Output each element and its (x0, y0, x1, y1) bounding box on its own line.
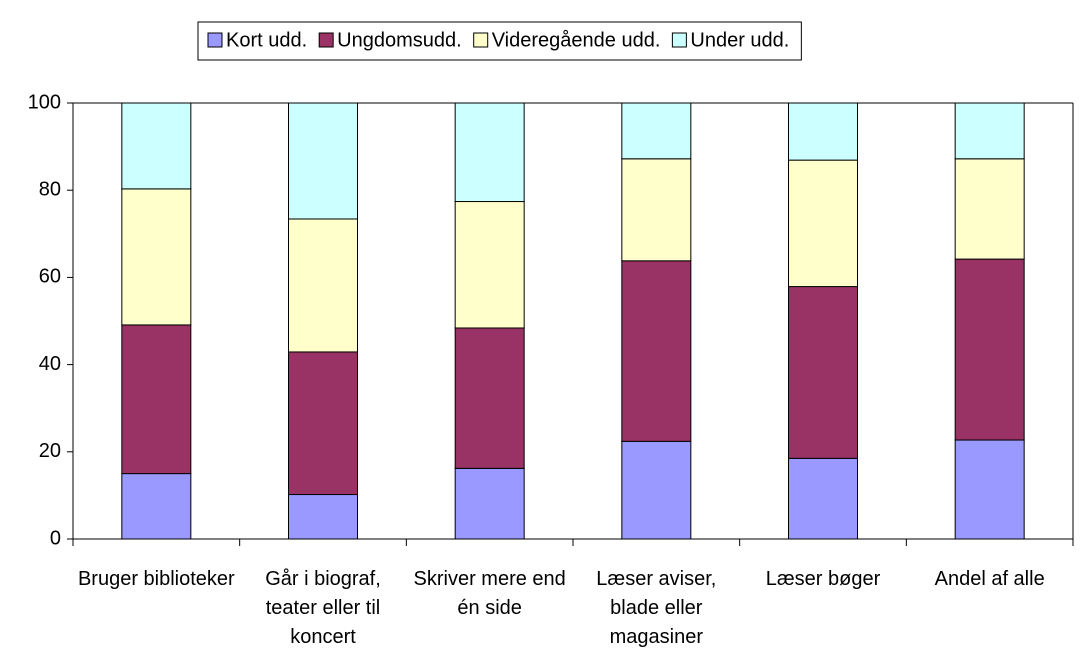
legend-box (197, 21, 802, 61)
bar-segment (288, 494, 358, 540)
legend-label: Videregående udd. (492, 29, 661, 51)
bar-segment (621, 158, 692, 262)
bar-segment (121, 473, 192, 540)
legend-swatch (207, 32, 223, 48)
bar-segment (454, 467, 525, 540)
bar-segment (954, 258, 1025, 441)
x-tick-label: Andel af alle (934, 568, 1045, 590)
bar-segment (788, 457, 858, 540)
x-tick-label: Går i biograf, teater eller til koncert (265, 568, 381, 648)
y-tick-label: 40 (39, 353, 61, 375)
bar-segment (454, 201, 525, 329)
x-tick-label: Skriver mere end én side (413, 568, 566, 619)
bar-segment (954, 102, 1025, 160)
bar-segment (621, 440, 692, 540)
bar-segment (121, 188, 192, 326)
bar-segment (954, 158, 1025, 260)
bar-segment (954, 439, 1025, 540)
y-tick-label: 0 (50, 527, 61, 549)
y-tick-label: 80 (39, 178, 61, 200)
bar-segment (621, 102, 692, 160)
bar-segment (288, 351, 358, 496)
legend-swatch (671, 32, 687, 48)
bar-segment (788, 286, 858, 459)
x-tick-label: Læser aviser, blade eller magasiner (596, 568, 717, 648)
bar-segment (621, 260, 692, 442)
legend-swatch (318, 32, 334, 48)
bar-segment (788, 102, 858, 161)
bar-segment (454, 102, 525, 203)
y-tick-label: 20 (39, 440, 61, 462)
legend-swatch (473, 32, 489, 48)
x-tick-label: Læser bøger (765, 568, 881, 590)
bar-segment (121, 102, 192, 190)
bar-segment (288, 102, 358, 220)
bar-segment (788, 159, 858, 288)
y-tick-label: 60 (39, 266, 61, 288)
y-tick-label: 100 (28, 91, 61, 113)
bar-segment (121, 324, 192, 475)
x-tick-label: Bruger biblioteker (77, 568, 235, 590)
legend-label: Kort udd. (226, 29, 307, 51)
bar-segment (288, 218, 358, 353)
legend-label: Ungdomsudd. (337, 29, 462, 51)
bar-segment (454, 327, 525, 469)
legend-label: Under udd. (690, 29, 789, 51)
